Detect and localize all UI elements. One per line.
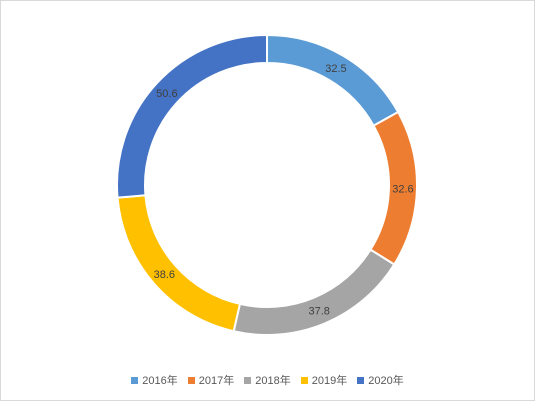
- legend-item-2019年: 2019年: [300, 372, 348, 388]
- legend-item-2016年: 2016年: [131, 372, 178, 388]
- slice-2016年: [266, 33, 400, 128]
- legend-label: 2016年: [142, 375, 178, 387]
- legend-item-2018年: 2018年: [244, 372, 291, 388]
- data-label-2019年: 38.6: [154, 269, 175, 281]
- slice-2018年: [232, 248, 396, 336]
- legend-label: 2017年: [198, 375, 235, 387]
- legend-label: 2018年: [255, 375, 291, 387]
- legend-swatch: [244, 376, 252, 384]
- legend-item-2017年: 2017年: [187, 372, 235, 388]
- doughnut-slices: [116, 33, 418, 336]
- legend-item-2020年: 2020年: [357, 372, 404, 388]
- legend-swatch: [300, 376, 308, 384]
- data-label-2018年: 37.8: [309, 306, 330, 318]
- legend-label: 2019年: [311, 375, 348, 387]
- slice-2020年: [116, 33, 268, 199]
- legend-swatch: [187, 376, 195, 384]
- legend-label: 2020年: [368, 375, 404, 387]
- legend-swatch: [357, 376, 365, 384]
- data-label-2017年: 32.6: [392, 183, 413, 195]
- data-label-2016年: 32.5: [325, 63, 346, 75]
- slice-2019年: [116, 194, 242, 333]
- data-labels: 32.5 32.6 37.8 38.6 50.6: [154, 63, 414, 318]
- chart-legend: 2016年 2017年 2018年 2019年 2020年: [0, 372, 535, 388]
- legend-swatch: [131, 376, 139, 384]
- data-label-2020年: 50.6: [156, 88, 177, 100]
